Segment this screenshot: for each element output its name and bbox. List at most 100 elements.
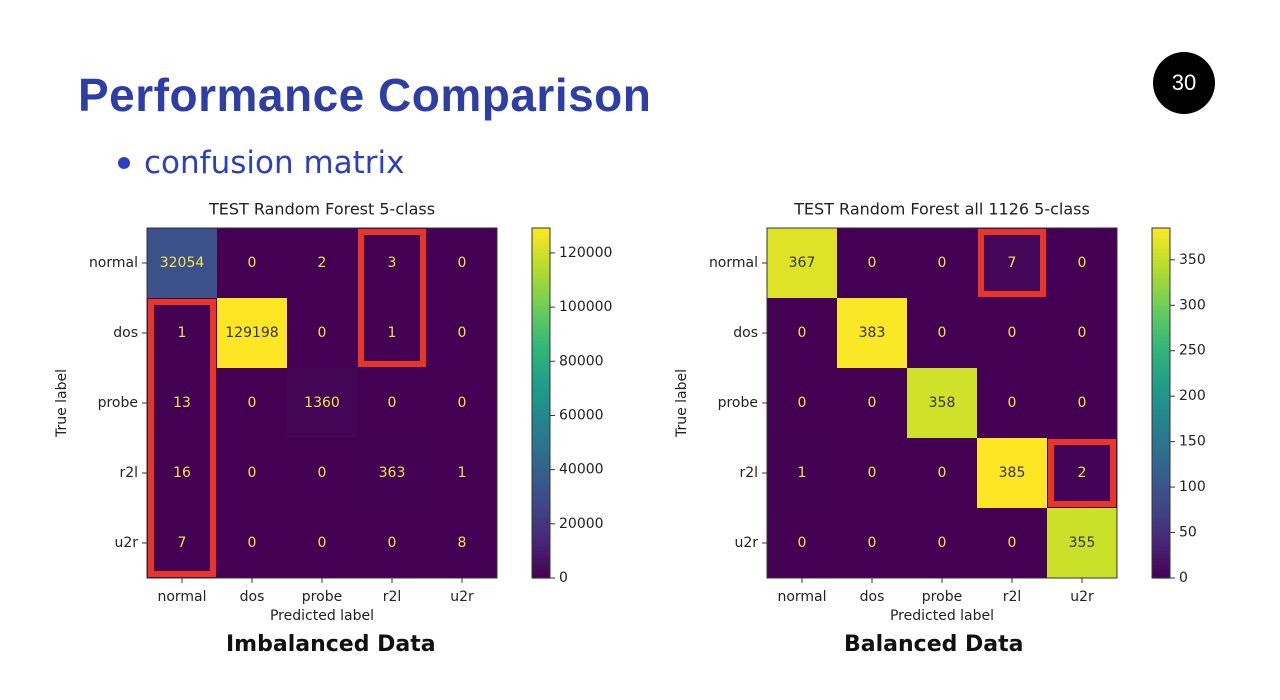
x-tick-label: dos (240, 589, 265, 605)
colorbar-segment (1152, 567, 1170, 572)
matrix-cell (147, 368, 217, 438)
colorbar-segment (1152, 431, 1170, 436)
matrix-cell (287, 438, 357, 508)
matrix-cell (147, 298, 217, 368)
cell-value-label: 0 (1008, 535, 1017, 551)
colorbar-segment (532, 571, 550, 576)
cell-value-label: 0 (318, 465, 327, 481)
cell-value-label: 1 (388, 325, 397, 341)
colorbar-segment (532, 305, 550, 310)
page-number: 30 (1171, 70, 1197, 95)
colorbar-segment (532, 424, 550, 429)
matrix-cell (217, 298, 287, 368)
colorbar-segment (532, 469, 550, 474)
colorbar-segment (532, 259, 550, 264)
colorbar-segment (1152, 532, 1170, 537)
matrix-cell (977, 228, 1047, 298)
matrix-cell (907, 368, 977, 438)
highlight-box (1048, 439, 1116, 507)
colorbar-segment (532, 315, 550, 320)
y-tick-label: probe (98, 395, 138, 411)
cell-value-label: 367 (789, 255, 816, 271)
cell-value-label: 383 (859, 325, 886, 341)
colorbar-tick-label: 100000 (559, 299, 612, 315)
matrix-cell (357, 228, 427, 298)
colorbar-segment (532, 368, 550, 373)
matrix-cell (767, 228, 837, 298)
y-tick-label: probe (718, 395, 758, 411)
colorbar-segment (1152, 350, 1170, 355)
colorbar-segment (532, 249, 550, 254)
matrix-cell (147, 438, 217, 508)
colorbar-segment (1152, 515, 1170, 520)
colorbar-segment (532, 434, 550, 439)
cell-value-label: 0 (798, 535, 807, 551)
confusion-matrix-right: TEST Random Forest all 1126 5-class 367 0 0… (674, 200, 1206, 625)
colorbar-segment (532, 560, 550, 565)
colorbar-segment (1152, 455, 1170, 460)
matrix-cell (837, 298, 907, 368)
colorbar-segment (532, 385, 550, 390)
cell-value-label: 1360 (304, 395, 340, 411)
colorbar-segment (1152, 553, 1170, 558)
colorbar-segment (532, 326, 550, 331)
colorbar-segment (1152, 312, 1170, 317)
colorbar-segment (532, 336, 550, 341)
y-axis-label: True label (54, 369, 70, 438)
colorbar-segment (1152, 396, 1170, 401)
colorbar-segment (532, 333, 550, 338)
colorbar-segment (1152, 501, 1170, 506)
colorbar-segment (1152, 459, 1170, 464)
matrix-cell (907, 508, 977, 578)
highlight-box (148, 299, 216, 577)
colorbar-segment (532, 298, 550, 303)
chart-title: TEST Random Forest 5-class (208, 200, 435, 219)
colorbar-segment (1152, 347, 1170, 352)
colorbar-segment (532, 515, 550, 520)
matrix-cell (837, 438, 907, 508)
colorbar-segment (1152, 434, 1170, 439)
colorbar-segment (1152, 245, 1170, 250)
colorbar-segment (1152, 235, 1170, 240)
colorbar-segment (532, 252, 550, 257)
x-tick-label: normal (777, 589, 826, 605)
colorbar-tick-label: 0 (559, 570, 568, 586)
colorbar-segment (532, 378, 550, 383)
colorbar-segment (1152, 256, 1170, 261)
bullet-dot-icon (118, 157, 130, 169)
colorbar-segment (1152, 336, 1170, 341)
colorbar-segment (532, 329, 550, 334)
colorbar-segment (1152, 557, 1170, 562)
colorbar-segment (532, 574, 550, 579)
colorbar-segment (1152, 319, 1170, 324)
colorbar-segment (532, 382, 550, 387)
colorbar-segment (1152, 305, 1170, 310)
y-tick-label: normal (709, 255, 758, 271)
matrix-cell (287, 228, 357, 298)
colorbar-segment (1152, 490, 1170, 495)
colorbar-segment (1152, 368, 1170, 373)
matrix-cell (217, 368, 287, 438)
colorbar-segment (532, 242, 550, 247)
matrix-cell (1047, 298, 1117, 368)
colorbar-segment (1152, 263, 1170, 268)
colorbar-tick-label: 120000 (559, 245, 612, 261)
matrix-cell (977, 368, 1047, 438)
chart-title: TEST Random Forest all 1126 5-class (793, 200, 1090, 219)
colorbar-segment (532, 494, 550, 499)
colorbar-segment (1152, 476, 1170, 481)
matrix-cell (217, 228, 287, 298)
colorbar-segment (532, 361, 550, 366)
cell-value-label: 1 (458, 465, 467, 481)
colorbar-segment (1152, 375, 1170, 380)
cell-value-label: 0 (248, 465, 257, 481)
cell-value-label: 1 (798, 465, 807, 481)
cell-value-label: 385 (999, 465, 1026, 481)
colorbar-segment (532, 343, 550, 348)
y-tick-label: normal (89, 255, 138, 271)
colorbar-segment (532, 564, 550, 569)
matrix-cell (767, 508, 837, 578)
colorbar-segment (1152, 539, 1170, 544)
colorbar-segment (532, 476, 550, 481)
colorbar-segment (1152, 326, 1170, 331)
